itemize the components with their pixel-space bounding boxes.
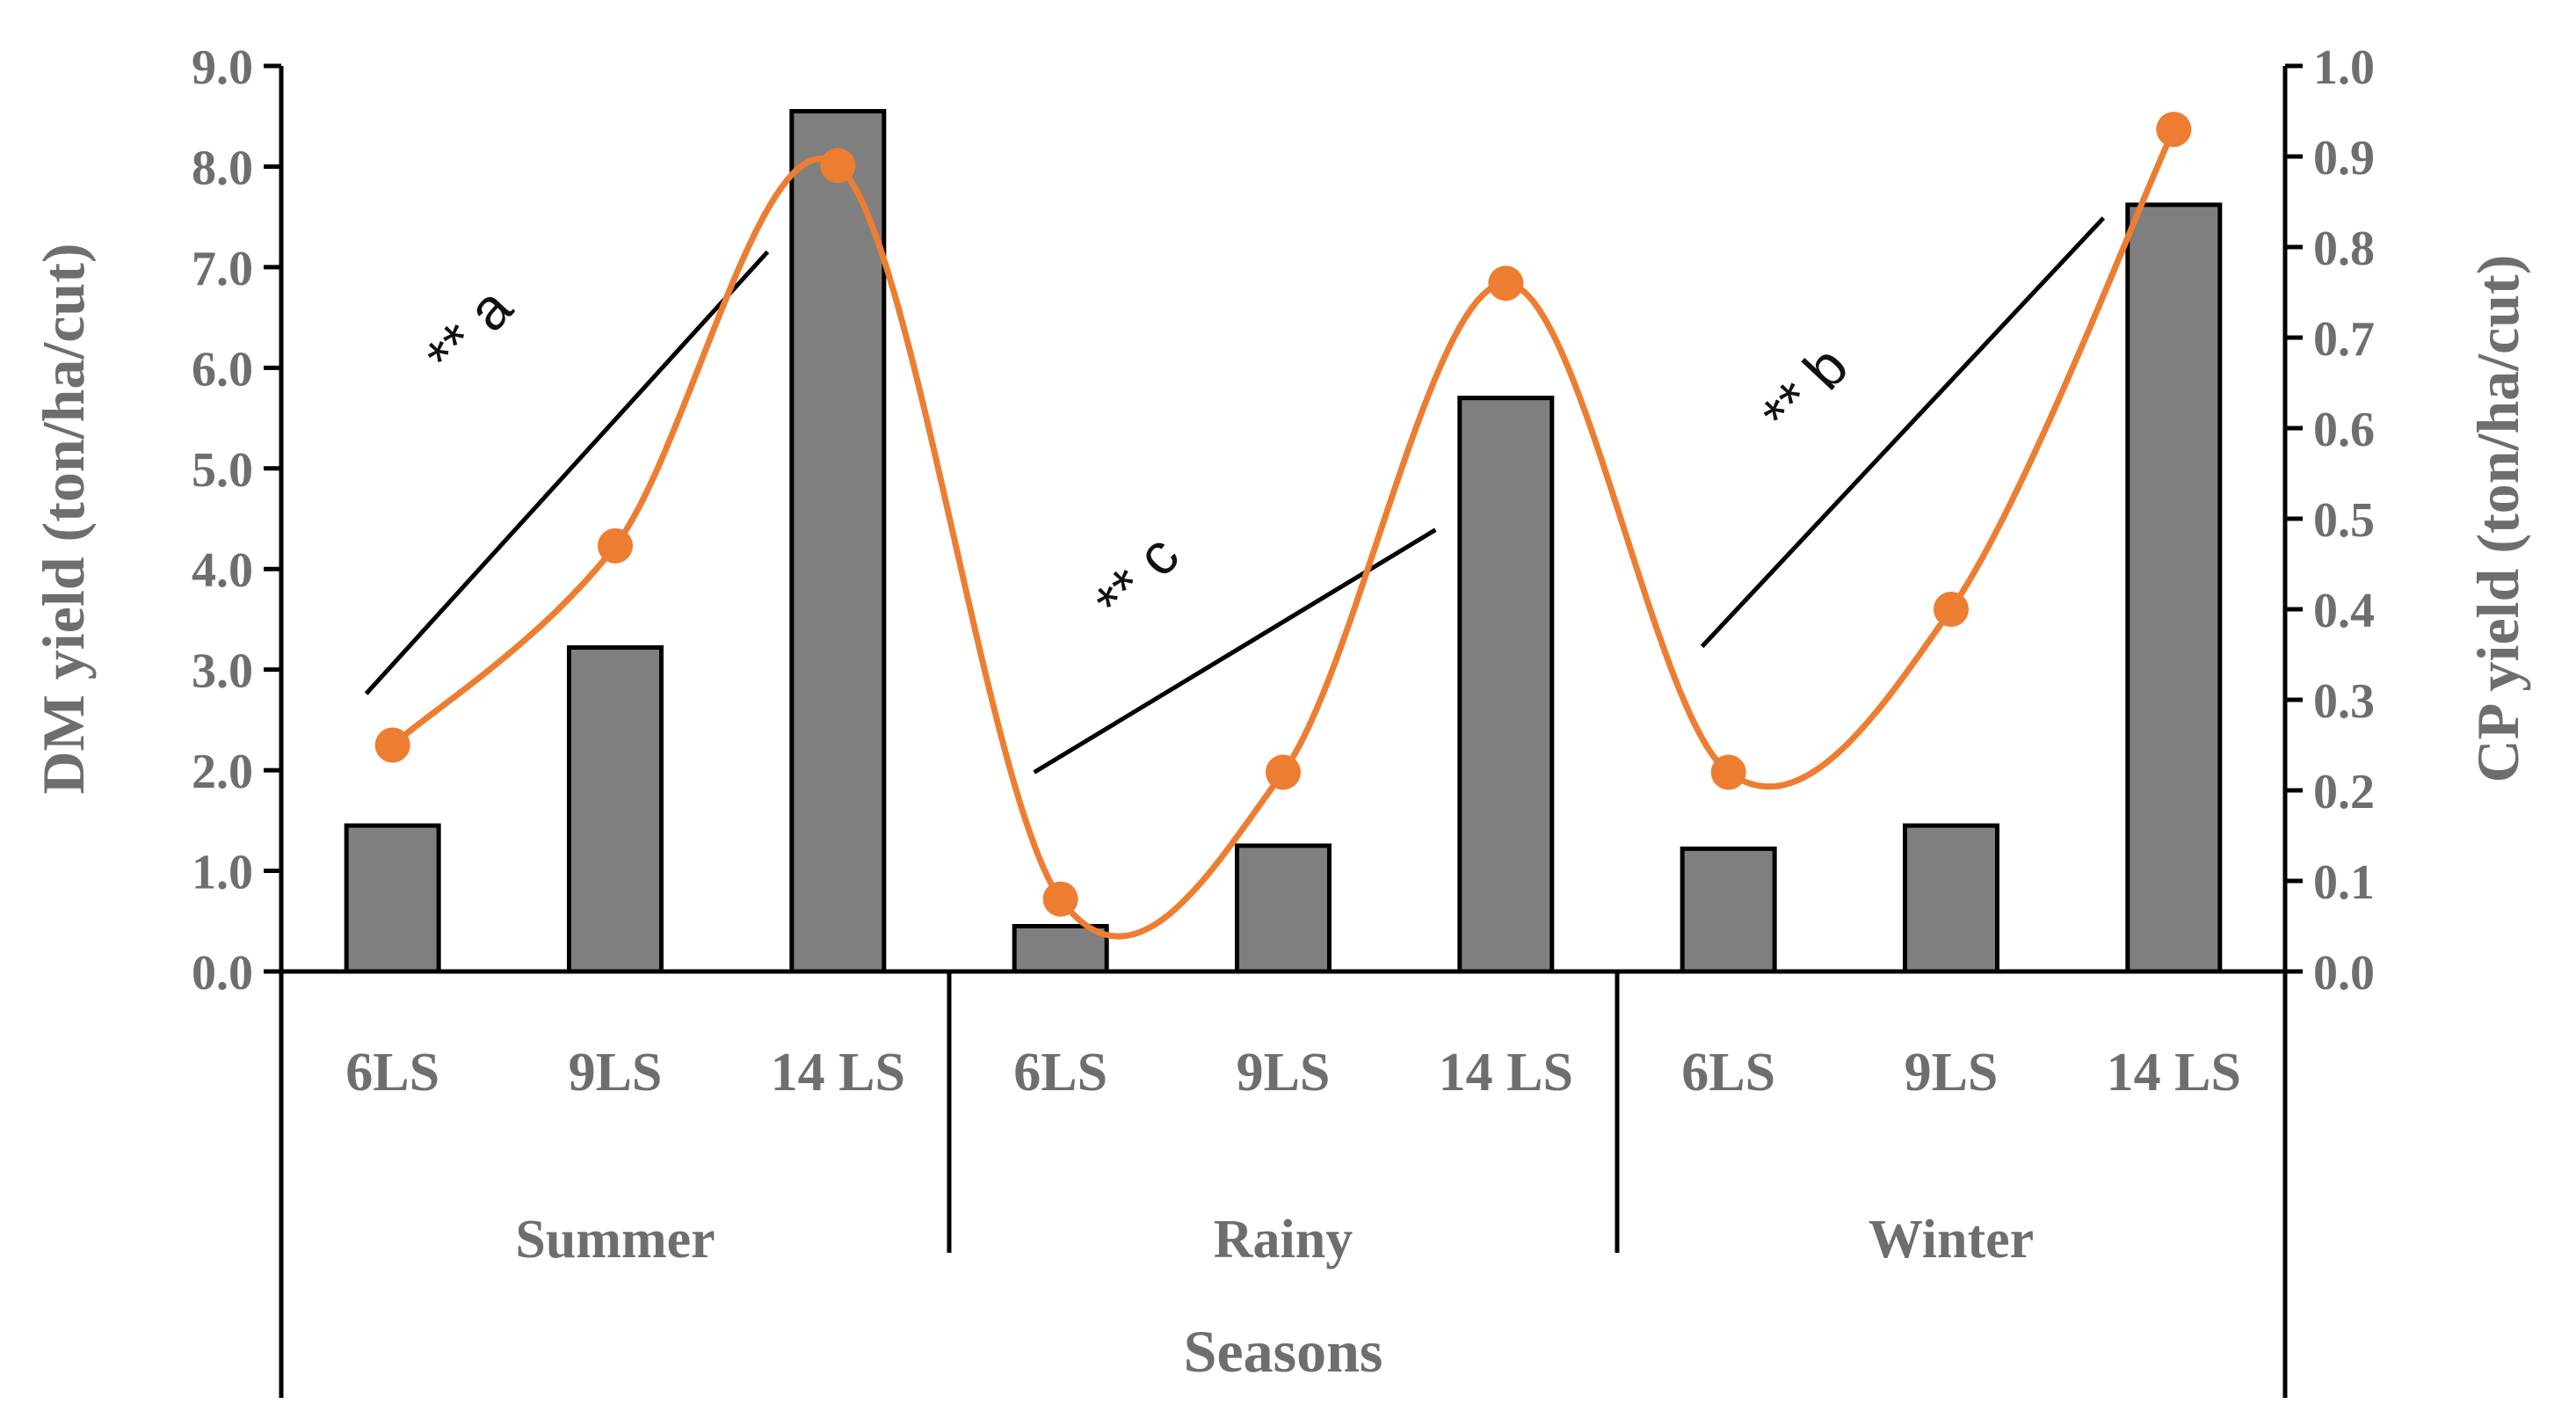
- y-tick-label-left: 1.0: [192, 846, 253, 900]
- x-category-label: 6LS: [1013, 1043, 1107, 1102]
- y-axis-title-right: CP yield (ton/ha/cut): [2464, 255, 2531, 783]
- x-group-label-winter: Winter: [1869, 1210, 2034, 1270]
- y-tick-label-left: 2.0: [192, 745, 253, 799]
- y-tick-label-right: 0.9: [2313, 131, 2375, 186]
- cp-point-7: [1710, 754, 1746, 790]
- annotation-winter: ** b: [1749, 333, 1861, 446]
- y-tick-label-left: 9.0: [192, 40, 253, 95]
- x-category-label: 9LS: [1237, 1043, 1331, 1102]
- trend-line-rainy: [1033, 527, 1437, 775]
- bar-dm-7: [1680, 846, 1777, 974]
- bar-dm-9: [2125, 202, 2223, 974]
- cp-point-1: [374, 727, 410, 763]
- x-group-label-summer: Summer: [515, 1210, 715, 1270]
- y-tick-label-left: 4.0: [192, 543, 253, 598]
- y-tick-label-right: 0.8: [2313, 222, 2375, 276]
- x-group-label-rainy: Rainy: [1214, 1210, 1353, 1270]
- y-tick-label-right: 0.4: [2313, 584, 2375, 638]
- y-tick-label-right: 0.2: [2313, 765, 2375, 819]
- y-tick-label-right: 0.3: [2313, 674, 2375, 729]
- cp-point-6: [1488, 266, 1524, 302]
- y-tick-label-left: 3.0: [192, 644, 253, 699]
- bar-dm-3: [789, 109, 887, 974]
- cp-point-5: [1266, 754, 1301, 790]
- cp-point-2: [598, 527, 633, 564]
- annotation-rainy: ** c: [1082, 523, 1191, 634]
- bar-dm-4: [1012, 924, 1109, 974]
- y-tick-label-right: 1.0: [2313, 40, 2375, 95]
- y-tick-label-left: 5.0: [192, 443, 253, 498]
- cp-line-layer: [374, 112, 2192, 940]
- trend-line-summer: [364, 250, 770, 695]
- y-tick-label-right: 0.7: [2313, 312, 2375, 367]
- annotation-summer: ** a: [413, 275, 525, 389]
- axes-layer: [264, 63, 2303, 1398]
- y-tick-label-left: 8.0: [192, 141, 253, 195]
- x-category-label: 9LS: [1905, 1043, 1999, 1102]
- bar-dm-5: [1235, 843, 1332, 974]
- x-category-label: 14 LS: [1439, 1043, 1573, 1102]
- cp-point-4: [1042, 881, 1078, 917]
- y-tick-label-left: 6.0: [192, 342, 253, 397]
- x-axis-title: Seasons: [1184, 1318, 1383, 1385]
- x-category-label: 6LS: [1681, 1043, 1775, 1102]
- cp-point-9: [2156, 112, 2192, 148]
- cp-point-3: [820, 148, 856, 184]
- cp-point-8: [1934, 592, 1969, 627]
- y-axis-title-left: DM yield (ton/ha/cut): [30, 243, 97, 794]
- y-tick-label-right: 0.6: [2313, 403, 2375, 457]
- bar-dm-6: [1457, 396, 1555, 974]
- y-tick-label-left: 0.0: [192, 946, 253, 1000]
- y-tick-label-right: 0.0: [2313, 946, 2375, 1000]
- bar-dm-1: [344, 823, 441, 974]
- labels-layer: ** a ** c ** b 0.0 1.0 2.0 3.0 4.0 5.0 6.0 7.0 8.0 9…: [30, 40, 2531, 1385]
- y-tick-label-right: 0.1: [2313, 855, 2375, 910]
- bar-dm-8: [1903, 823, 1999, 974]
- trend-line-winter: [1700, 216, 2106, 649]
- bar-dm-2: [567, 644, 664, 974]
- x-category-label: 9LS: [569, 1043, 663, 1102]
- y-tick-label-right: 0.5: [2313, 493, 2375, 548]
- x-category-label: 6LS: [345, 1043, 439, 1102]
- x-category-label: 14 LS: [2107, 1043, 2241, 1102]
- y-tick-label-left: 7.0: [192, 242, 253, 296]
- x-category-label: 14 LS: [771, 1043, 905, 1102]
